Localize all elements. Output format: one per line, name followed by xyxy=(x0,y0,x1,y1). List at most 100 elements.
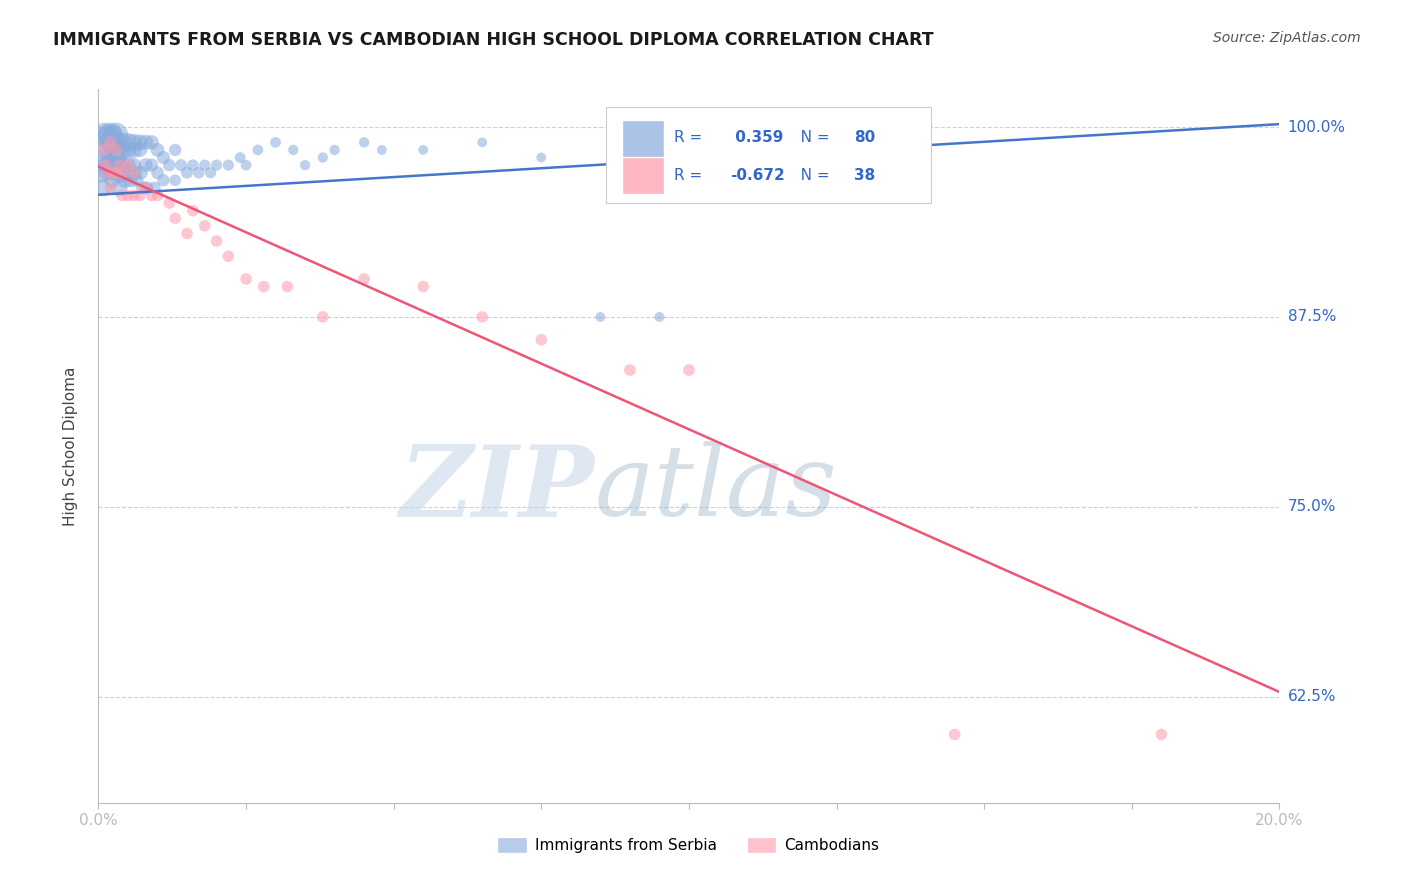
Point xyxy=(90,166,112,180)
Text: N =: N = xyxy=(786,168,834,183)
Point xyxy=(141,136,163,150)
Point xyxy=(122,158,145,172)
Text: 0.359: 0.359 xyxy=(730,130,783,145)
Point xyxy=(143,181,166,195)
Point xyxy=(146,188,169,202)
Point xyxy=(111,136,134,150)
Point xyxy=(205,234,228,248)
Point xyxy=(93,128,115,142)
Point xyxy=(122,188,145,202)
Point xyxy=(120,173,142,187)
Point xyxy=(235,158,257,172)
Point xyxy=(530,151,553,165)
Point xyxy=(619,363,641,377)
Point xyxy=(157,158,180,172)
Point xyxy=(111,166,134,180)
Point xyxy=(146,166,169,180)
Point xyxy=(117,136,139,150)
Text: 62.5%: 62.5% xyxy=(1288,689,1336,704)
Point xyxy=(170,158,193,172)
Point xyxy=(93,151,115,165)
Point xyxy=(176,227,198,241)
Point xyxy=(103,143,125,157)
Point xyxy=(471,136,494,150)
Point xyxy=(312,151,335,165)
Point xyxy=(129,166,152,180)
Text: atlas: atlas xyxy=(595,442,837,536)
Point xyxy=(111,143,134,157)
Text: R =: R = xyxy=(673,130,707,145)
Point xyxy=(412,279,434,293)
Point xyxy=(98,128,121,142)
Point xyxy=(122,143,145,157)
Text: 87.5%: 87.5% xyxy=(1288,310,1336,325)
Point xyxy=(117,158,139,172)
Point xyxy=(117,188,139,202)
Point xyxy=(1150,727,1173,741)
FancyBboxPatch shape xyxy=(623,159,664,193)
Point xyxy=(105,128,128,142)
Point xyxy=(122,166,145,180)
Point xyxy=(101,173,124,187)
FancyBboxPatch shape xyxy=(623,121,664,155)
Point xyxy=(100,166,122,180)
Point xyxy=(108,166,131,180)
Point xyxy=(294,158,316,172)
Point xyxy=(530,333,553,347)
Point xyxy=(105,143,128,157)
Text: 75.0%: 75.0% xyxy=(1288,500,1336,514)
Point xyxy=(124,166,146,180)
Text: 100.0%: 100.0% xyxy=(1288,120,1346,135)
Point xyxy=(412,143,434,157)
Point xyxy=(246,143,269,157)
Point xyxy=(276,279,298,293)
Text: -0.672: -0.672 xyxy=(730,168,785,183)
Point xyxy=(105,136,128,150)
Point xyxy=(93,143,115,157)
Point xyxy=(152,173,174,187)
Point xyxy=(146,143,169,157)
Point xyxy=(648,310,671,324)
Point xyxy=(122,136,145,150)
Point xyxy=(165,173,187,187)
Point xyxy=(114,173,136,187)
Point xyxy=(94,166,117,180)
Point xyxy=(103,158,125,172)
Point xyxy=(217,158,239,172)
Point xyxy=(97,151,120,165)
Point xyxy=(353,136,375,150)
Point xyxy=(283,143,305,157)
Point xyxy=(312,310,335,324)
Text: IMMIGRANTS FROM SERBIA VS CAMBODIAN HIGH SCHOOL DIPLOMA CORRELATION CHART: IMMIGRANTS FROM SERBIA VS CAMBODIAN HIGH… xyxy=(53,31,934,49)
Point xyxy=(253,279,276,293)
Point xyxy=(91,181,114,195)
Point xyxy=(471,310,494,324)
Point xyxy=(94,158,117,172)
Point xyxy=(205,158,228,172)
Text: 38: 38 xyxy=(855,168,876,183)
Point xyxy=(187,166,209,180)
Point xyxy=(128,188,150,202)
Point xyxy=(98,136,121,150)
Point xyxy=(323,143,346,157)
Point xyxy=(132,181,155,195)
Point xyxy=(118,166,141,180)
Point xyxy=(229,151,252,165)
Point xyxy=(194,158,217,172)
Point xyxy=(98,136,121,150)
Point xyxy=(105,166,128,180)
Point xyxy=(176,166,198,180)
Point xyxy=(103,166,125,180)
Point xyxy=(98,158,121,172)
Point xyxy=(96,128,118,142)
Point xyxy=(96,136,118,150)
Point xyxy=(141,158,163,172)
Point xyxy=(128,143,150,157)
Point xyxy=(117,158,139,172)
Point xyxy=(117,143,139,157)
Point xyxy=(141,188,163,202)
Point xyxy=(105,143,128,157)
Point xyxy=(135,181,157,195)
Point xyxy=(135,136,157,150)
Text: ZIP: ZIP xyxy=(399,441,595,537)
